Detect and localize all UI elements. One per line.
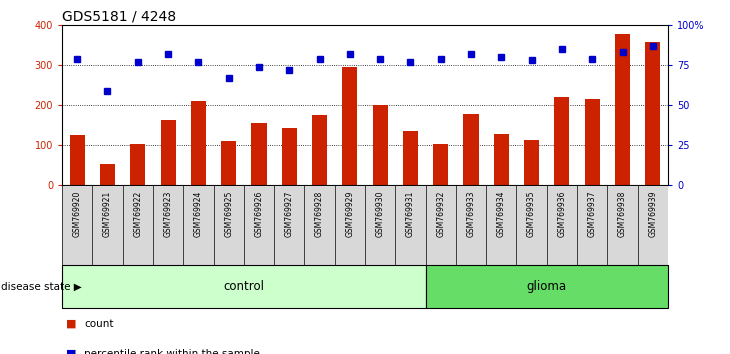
Text: GSM769925: GSM769925 — [224, 190, 233, 237]
Text: GSM769932: GSM769932 — [437, 190, 445, 237]
Bar — [585, 99, 600, 185]
Bar — [464, 114, 479, 185]
Text: GSM769927: GSM769927 — [285, 190, 293, 237]
Text: GSM769922: GSM769922 — [134, 190, 142, 237]
Bar — [524, 140, 539, 185]
Text: GSM769930: GSM769930 — [376, 190, 385, 237]
Text: GSM769935: GSM769935 — [527, 190, 536, 237]
Bar — [161, 120, 176, 185]
Text: GSM769923: GSM769923 — [164, 190, 172, 237]
Bar — [554, 97, 569, 185]
Text: GSM769931: GSM769931 — [406, 190, 415, 237]
Bar — [433, 144, 448, 185]
Text: GSM769921: GSM769921 — [103, 190, 112, 237]
Text: GSM769933: GSM769933 — [466, 190, 475, 237]
Bar — [69, 135, 85, 185]
Bar — [130, 144, 145, 185]
Text: glioma: glioma — [527, 280, 566, 293]
Bar — [493, 134, 509, 185]
Bar — [403, 131, 418, 185]
Bar — [312, 115, 327, 185]
Text: GSM769928: GSM769928 — [315, 190, 324, 237]
Bar — [221, 141, 237, 185]
Text: count: count — [84, 319, 113, 329]
Bar — [62, 265, 426, 308]
Text: GDS5181 / 4248: GDS5181 / 4248 — [62, 10, 176, 24]
Bar — [372, 105, 388, 185]
Bar — [100, 164, 115, 185]
Bar — [282, 128, 297, 185]
Bar — [251, 123, 266, 185]
Text: disease state ▶: disease state ▶ — [1, 281, 82, 291]
Text: ■: ■ — [66, 319, 76, 329]
Text: GSM769938: GSM769938 — [618, 190, 627, 237]
Text: GSM769939: GSM769939 — [648, 190, 657, 237]
Bar — [426, 265, 668, 308]
Text: GSM769920: GSM769920 — [73, 190, 82, 237]
Text: GSM769929: GSM769929 — [345, 190, 354, 237]
Text: GSM769937: GSM769937 — [588, 190, 596, 237]
Text: control: control — [223, 280, 264, 293]
Text: GSM769926: GSM769926 — [255, 190, 264, 237]
Text: percentile rank within the sample: percentile rank within the sample — [84, 349, 260, 354]
Text: ■: ■ — [66, 349, 76, 354]
Text: GSM769924: GSM769924 — [194, 190, 203, 237]
Text: GSM769934: GSM769934 — [497, 190, 506, 237]
Bar — [645, 42, 661, 185]
Text: GSM769936: GSM769936 — [558, 190, 566, 237]
Bar — [342, 67, 358, 185]
Bar — [615, 34, 630, 185]
Bar — [191, 101, 206, 185]
